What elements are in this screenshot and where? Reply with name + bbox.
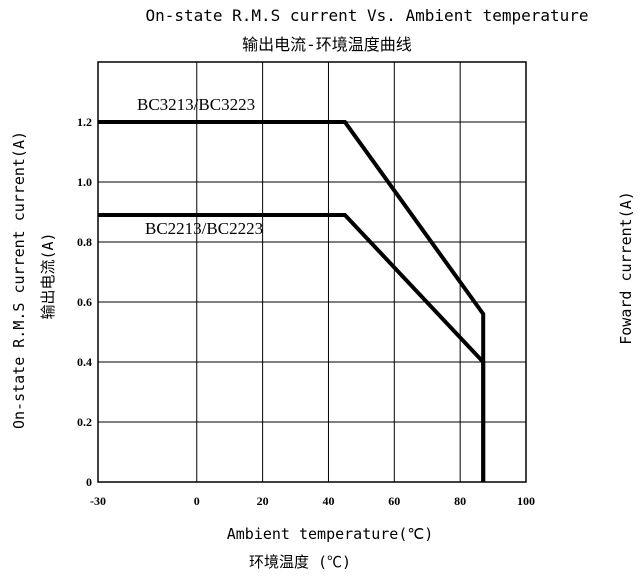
y-tick-label: 0.2 (77, 415, 92, 429)
y-tick-label: 0.4 (77, 355, 92, 369)
side-axis-label: Foward current(A) (617, 191, 635, 345)
y-axis-label: On-state R.M.S current current(A) (10, 131, 28, 429)
x-tick-label: 80 (454, 494, 466, 508)
chart-title: On-state R.M.S current Vs. Ambient tempe… (145, 6, 588, 25)
y-tick-label: 0 (86, 475, 92, 489)
x-axis-ticks: -30 0 20 40 60 80 100 (90, 494, 535, 508)
x-tick-label: 60 (388, 494, 400, 508)
x-tick-label: 100 (517, 494, 535, 508)
x-tick-label: 40 (322, 494, 334, 508)
series-label-bc2213: BC2213/BC2223 (145, 219, 263, 238)
y-tick-label: 0.6 (77, 295, 92, 309)
y-axis-label-cn: 输出电流(A) (39, 232, 57, 319)
series-label-bc3213: BC3213/BC3223 (137, 95, 255, 114)
x-tick-label: 0 (194, 494, 200, 508)
series-line-1 (98, 213, 486, 482)
x-axis-label-cn: 环境温度 (℃) (249, 553, 351, 571)
y-tick-label: 1.2 (77, 115, 92, 129)
y-tick-label: 0.8 (77, 235, 92, 249)
x-axis-label: Ambient temperature(℃) (227, 525, 434, 543)
grid (98, 62, 526, 482)
series-lines (98, 120, 486, 482)
x-tick-label: -30 (90, 494, 106, 508)
chart-subtitle: 输出电流-环境温度曲线 (242, 35, 412, 54)
y-tick-label: 1.0 (77, 175, 92, 189)
plot-frame (97, 61, 527, 483)
x-tick-label: 20 (257, 494, 269, 508)
y-axis-ticks: 0 0.2 0.4 0.6 0.8 1.0 1.2 (77, 115, 92, 489)
